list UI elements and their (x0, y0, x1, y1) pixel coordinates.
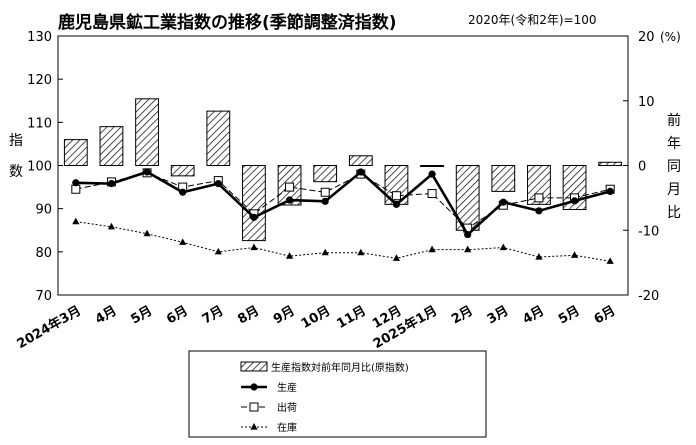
series-point-triangle (179, 238, 187, 245)
series-point-triangle (357, 248, 365, 256)
series-point-circle (570, 197, 579, 205)
left-tick-label: 110 (27, 116, 52, 131)
x-tick-label: 8月 (235, 303, 262, 327)
legend-marker (250, 423, 258, 430)
series-point-triangle (214, 247, 222, 255)
x-tick-label: 6月 (592, 303, 619, 327)
x-tick-label: 2月 (449, 303, 476, 327)
right-tick-label: 0 (638, 160, 646, 175)
series-point-circle (428, 170, 436, 178)
left-tick-label: 130 (27, 30, 52, 45)
legend-box (188, 350, 487, 438)
bar (598, 161, 623, 166)
x-tick-label: 11月 (334, 303, 368, 332)
series-point-circle (606, 187, 614, 195)
series-point-circle (107, 180, 116, 188)
left-tick-label: 70 (35, 289, 52, 304)
legend-label: 生産 (277, 381, 297, 394)
legend-label: 在庫 (277, 421, 297, 434)
series-point-triangle (321, 248, 329, 256)
chart-subtitle: 2020年(令和2年)=100 (468, 13, 597, 27)
series-point-triangle (464, 245, 472, 253)
bar (170, 165, 195, 177)
left-tick-label: 90 (35, 203, 52, 218)
bar (242, 165, 266, 242)
series-point-triangle (535, 253, 543, 260)
x-tick-label: 2024年3月 (14, 303, 84, 352)
x-tick-label: 7月 (200, 303, 227, 327)
series-point-square (285, 182, 295, 192)
x-tick-label: 3月 (485, 303, 512, 327)
legend-marker (250, 383, 258, 391)
series-point-triangle (499, 243, 507, 251)
left-tick-label: 100 (27, 160, 52, 175)
series-point-square (71, 184, 81, 194)
series-point-triangle (428, 245, 436, 253)
right-tick-label: 10 (638, 95, 655, 110)
series-point-triangle (392, 254, 401, 261)
series-point-circle (357, 168, 365, 176)
bar (206, 110, 231, 166)
x-tick-label: 4月 (93, 303, 120, 327)
legend-bar-swatch (240, 361, 268, 372)
series-point-square (320, 187, 330, 197)
right-tick-label: -20 (638, 289, 659, 304)
left-axis-label: 指数 (9, 133, 23, 180)
series-point-circle (214, 180, 222, 188)
series-point-square (534, 193, 544, 203)
series-point-circle (250, 213, 258, 221)
bar (99, 126, 124, 166)
series-point-triangle (285, 252, 294, 259)
x-tick-label: 9月 (271, 303, 298, 327)
bar (491, 165, 516, 192)
series-point-circle (143, 168, 151, 176)
series-line-triangle (75, 221, 611, 262)
series-line-square (75, 172, 611, 229)
left-tick-label: 120 (27, 73, 52, 88)
bar (135, 98, 159, 166)
series-point-circle (179, 188, 187, 196)
bar (313, 165, 338, 183)
series-point-triangle (606, 257, 614, 264)
legend-label: 生産指数対前年同月比(原指数) (271, 361, 409, 374)
right-tick-label: 20 (638, 30, 655, 45)
series-point-triangle (143, 229, 151, 237)
series-point-circle (72, 179, 80, 187)
series-line-circle (75, 170, 611, 237)
chart-title: 鹿児島県鉱工業指数の推移(季節調整済指数) (58, 13, 397, 33)
series-point-triangle (570, 251, 579, 258)
right-tick-label: -10 (638, 224, 659, 239)
series-point-triangle (107, 222, 116, 230)
series-point-circle (535, 207, 543, 215)
right-axis-label: 前年同月比 (667, 113, 681, 221)
series-point-circle (285, 196, 294, 204)
x-tick-label: 4月 (520, 303, 547, 327)
series-point-square (391, 191, 401, 201)
x-tick-label: 5月 (556, 303, 583, 327)
series-point-triangle (72, 217, 80, 225)
legend-marker (249, 402, 259, 412)
left-tick-label: 80 (35, 246, 52, 261)
series-point-circle (499, 198, 507, 206)
x-tick-label: 5月 (128, 303, 155, 327)
x-tick-label: 6月 (164, 303, 191, 327)
bar (348, 155, 373, 167)
series-point-triangle (250, 243, 258, 251)
series-point-square (427, 189, 437, 199)
bar (527, 165, 551, 205)
x-tick-label: 10月 (299, 303, 333, 332)
series-point-circle (392, 200, 401, 208)
bar (63, 139, 88, 167)
series-point-circle (321, 197, 329, 205)
bar (420, 165, 444, 167)
right-axis-unit: (%) (660, 30, 681, 44)
series-point-circle (464, 230, 472, 239)
legend-label: 出荷 (277, 401, 297, 414)
